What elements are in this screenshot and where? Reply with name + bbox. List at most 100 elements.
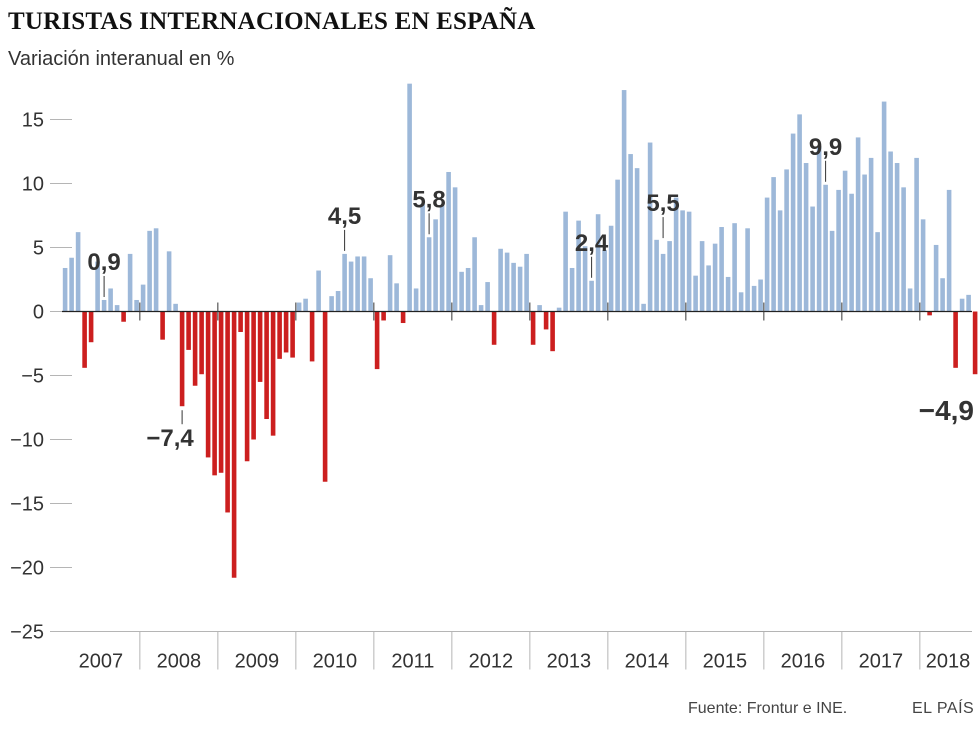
bar	[231, 311, 237, 578]
y-tick-label: 10	[22, 174, 44, 196]
bar	[290, 311, 295, 358]
bar	[933, 244, 939, 312]
bar	[608, 225, 614, 312]
bar	[881, 101, 887, 312]
bar	[186, 311, 191, 350]
bar	[582, 246, 588, 312]
data-label: −4,9	[919, 395, 974, 426]
bar	[465, 267, 471, 312]
bar	[543, 311, 549, 330]
bar	[647, 142, 653, 312]
bar	[296, 302, 302, 312]
bar	[244, 311, 250, 462]
bar	[966, 294, 971, 312]
bar	[875, 232, 880, 312]
bar	[88, 311, 94, 343]
y-tick-label: −25	[10, 622, 44, 644]
bar	[888, 151, 893, 312]
y-tick-label: 0	[33, 302, 44, 324]
bar	[374, 311, 380, 370]
bar	[680, 210, 685, 312]
bar	[387, 255, 393, 312]
bar	[946, 189, 952, 312]
bar	[797, 114, 802, 312]
year-label: 2017	[859, 651, 904, 673]
bar	[101, 299, 107, 312]
bar	[524, 253, 529, 312]
bar	[199, 311, 204, 375]
bar	[550, 311, 555, 352]
bar	[654, 239, 659, 312]
bar	[394, 283, 399, 312]
bar	[62, 267, 68, 312]
y-tick-label: −15	[10, 494, 44, 516]
bar	[602, 250, 607, 312]
bar	[842, 170, 848, 312]
bar	[621, 90, 627, 312]
data-label: 4,5	[328, 203, 361, 230]
bar	[894, 163, 900, 312]
bar	[426, 237, 432, 312]
bar	[108, 288, 113, 312]
year-label: 2012	[469, 651, 514, 673]
bar	[114, 305, 120, 312]
bar	[699, 241, 705, 312]
bar	[491, 311, 497, 345]
bar	[407, 83, 412, 312]
data-label: 0,9	[87, 249, 120, 276]
bar	[134, 299, 139, 312]
bar	[732, 223, 737, 312]
bar	[803, 163, 809, 312]
bar	[498, 248, 503, 312]
bar	[205, 311, 211, 458]
bar	[849, 193, 854, 312]
bar	[615, 179, 620, 312]
bar	[537, 305, 542, 312]
bar	[823, 184, 828, 312]
bar	[212, 311, 217, 476]
bar	[218, 311, 224, 473]
data-label: 5,5	[646, 190, 679, 217]
bar	[485, 282, 490, 312]
bar	[940, 278, 945, 312]
bar	[95, 261, 100, 312]
chart-subtitle: Variación interanual en %	[8, 48, 235, 70]
bar	[160, 311, 165, 340]
bar	[706, 265, 711, 312]
bar	[907, 288, 913, 312]
bar	[712, 243, 718, 312]
bar	[836, 189, 841, 312]
bar	[82, 311, 87, 368]
bar	[303, 298, 308, 312]
bar	[972, 311, 978, 375]
bar	[270, 311, 276, 436]
bar	[381, 311, 386, 321]
bar	[166, 251, 172, 312]
chart-title: TURISTAS INTERNACIONALES EN ESPAÑA	[8, 8, 536, 35]
bar	[810, 206, 815, 312]
bar	[556, 307, 562, 312]
bar	[446, 171, 451, 312]
bar	[140, 284, 146, 312]
bar	[530, 311, 536, 345]
bar	[264, 311, 269, 420]
data-label: 5,8	[412, 186, 445, 213]
bar	[790, 133, 796, 312]
bar	[153, 228, 159, 312]
bar	[251, 311, 256, 440]
bar	[361, 256, 367, 312]
source-note: Fuente: Frontur e INE.	[688, 700, 848, 717]
bar	[517, 266, 523, 312]
bar	[511, 262, 516, 312]
bar	[816, 146, 822, 312]
bar	[400, 311, 406, 324]
bar	[914, 157, 919, 312]
data-label: 2,4	[575, 230, 609, 257]
bar	[335, 291, 341, 312]
bar	[927, 311, 932, 316]
y-tick-label: −5	[21, 366, 44, 388]
bar	[348, 261, 354, 312]
bar	[693, 275, 698, 312]
bar	[660, 253, 666, 312]
bar	[173, 303, 178, 312]
